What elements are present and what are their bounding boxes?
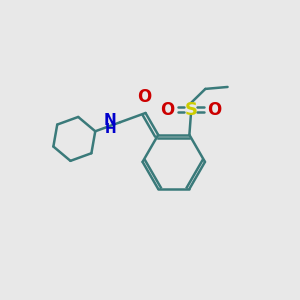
Text: H: H (105, 122, 117, 136)
Text: O: O (137, 88, 151, 106)
Text: S: S (184, 100, 197, 118)
Text: N: N (104, 113, 117, 128)
Text: O: O (160, 100, 174, 118)
Text: O: O (208, 100, 222, 118)
